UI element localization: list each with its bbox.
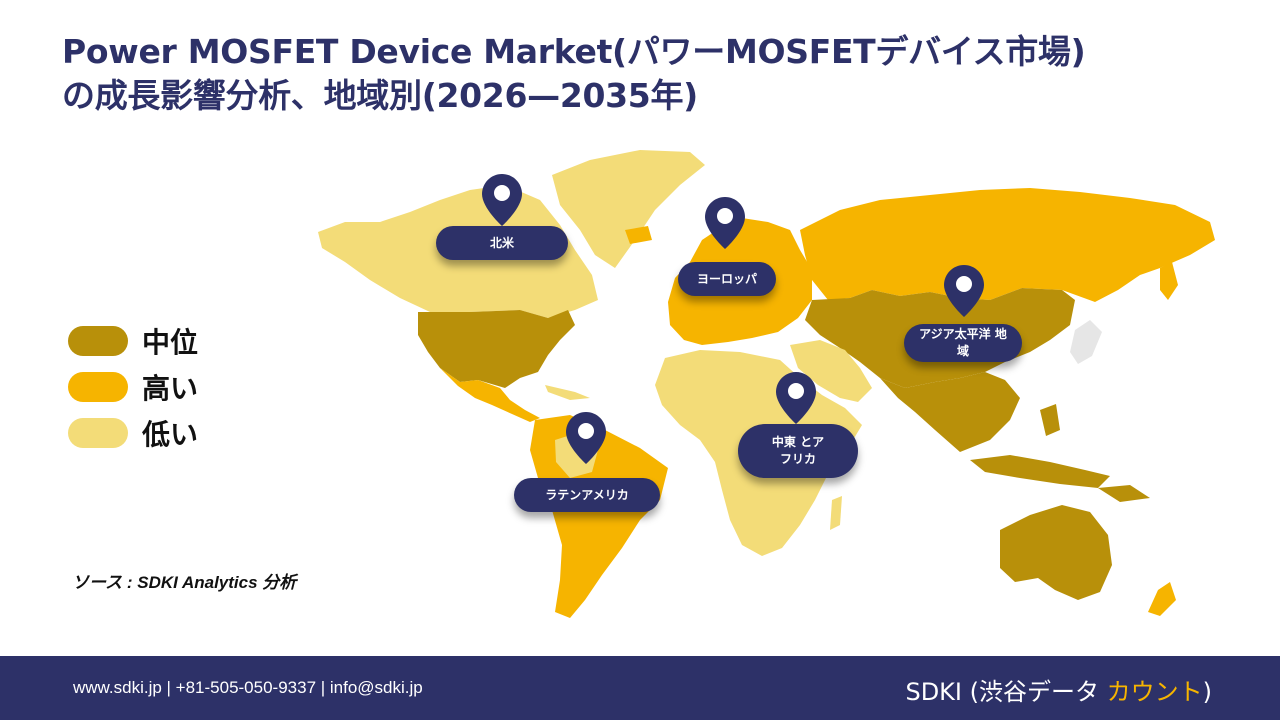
region-middle-east xyxy=(790,340,872,402)
region-japan xyxy=(1070,320,1102,364)
pin-north-america-icon[interactable] xyxy=(482,174,522,226)
pin-middle-east-africa-icon[interactable] xyxy=(776,372,816,424)
brand-accent: カウント xyxy=(1106,678,1203,706)
legend: 中位 高い 低い xyxy=(68,318,198,456)
region-new-zealand xyxy=(1148,582,1176,616)
region-mexico xyxy=(440,368,540,422)
region-south-asia xyxy=(880,372,1020,452)
source-note: ソース : SDKI Analytics 分析 xyxy=(72,573,297,592)
region-madagascar xyxy=(830,496,842,530)
pin-europe-icon[interactable] xyxy=(705,197,745,249)
title-line-1: Power MOSFET Device Market(パワーMOSFETデバイス… xyxy=(62,32,1086,71)
region-caribbean xyxy=(545,385,590,400)
legend-label-high: 高い xyxy=(142,372,199,405)
contact-info: www.sdki.jp | +81-505-050-9337 | info@sd… xyxy=(73,678,423,697)
region-label-asia-pacific[interactable]: アジア太平洋 地域 xyxy=(904,324,1022,362)
region-kamchatka xyxy=(1160,262,1178,300)
region-label-north-america[interactable]: 北米 xyxy=(436,226,568,260)
region-iceland xyxy=(625,226,652,244)
pin-latin-america-icon[interactable] xyxy=(566,412,606,464)
region-label-europe[interactable]: ヨーロッパ xyxy=(678,262,776,296)
legend-item-high: 高い xyxy=(68,364,198,410)
region-papua xyxy=(1098,485,1150,502)
region-australia xyxy=(1000,505,1112,600)
brand-prefix: SDKI (渋谷データ xyxy=(905,678,1107,706)
legend-label-medium: 中位 xyxy=(142,326,199,359)
legend-label-low: 低い xyxy=(142,418,199,451)
legend-swatch-low xyxy=(68,418,128,448)
region-indonesia xyxy=(970,455,1110,488)
legend-item-medium: 中位 xyxy=(68,318,198,364)
pin-asia-pacific-icon[interactable] xyxy=(944,265,984,317)
legend-swatch-high xyxy=(68,372,128,402)
region-usa xyxy=(418,310,575,388)
legend-item-low: 低い xyxy=(68,410,198,456)
brand-suffix: ) xyxy=(1202,678,1212,706)
legend-swatch-medium xyxy=(68,326,128,356)
page-title: Power MOSFET Device Market(パワーMOSFETデバイス… xyxy=(62,30,1242,118)
region-label-latin-america[interactable]: ラテンアメリカ xyxy=(514,478,660,512)
title-line-2: の成長影響分析、地域別(2026—2035年) xyxy=(62,76,698,115)
region-philippines xyxy=(1040,404,1060,436)
footer-bar: www.sdki.jp | +81-505-050-9337 | info@sd… xyxy=(0,656,1280,720)
region-label-middle-east-africa[interactable]: 中東 とアフリカ xyxy=(738,424,858,478)
region-greenland xyxy=(552,150,705,268)
region-russia xyxy=(800,188,1215,302)
brand-logo: SDKI (渋谷データ カウント) xyxy=(905,672,1212,707)
